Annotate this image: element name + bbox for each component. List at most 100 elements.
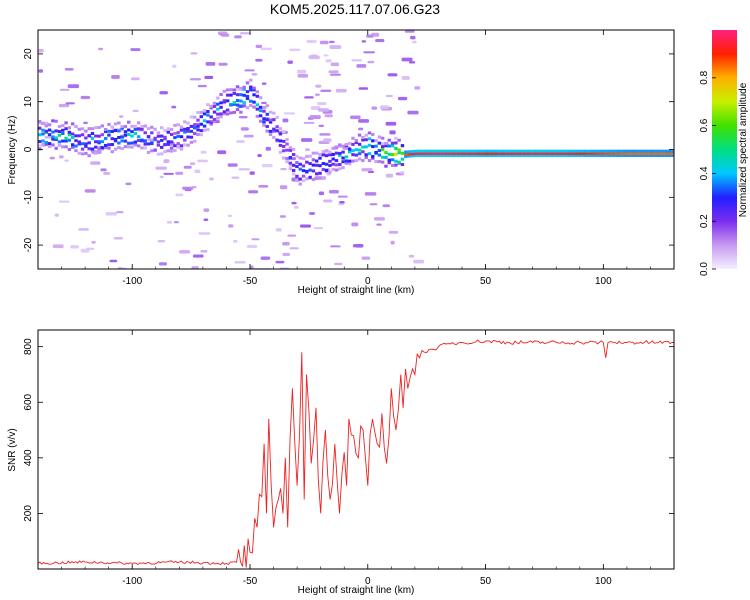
- spectrogram-ridge-cell: [275, 129, 279, 133]
- spectrogram-ridge-cell: [239, 99, 243, 103]
- spectrogram-ridge-cell: [357, 142, 362, 146]
- spectrogram-y-ticks: -20 -10 0 10 20: [23, 48, 674, 252]
- spectrogram-noise-cell: [325, 59, 332, 63]
- spectrogram-noise-cell: [105, 212, 117, 216]
- spectrogram-ridge-cell: [592, 153, 596, 157]
- spectrogram-ridge-cell: [318, 152, 322, 156]
- spectrogram-noise-cell: [379, 105, 389, 109]
- y-tick-label: -20: [23, 237, 34, 252]
- spectrogram-noise-cell: [173, 221, 179, 224]
- spectrogram-ridge-cell: [354, 141, 358, 145]
- spectrogram-ridge-cell: [140, 138, 144, 142]
- spectrogram-ridge-cell: [199, 133, 203, 137]
- spectrogram-ridge-cell: [390, 153, 395, 157]
- spectrogram-ridge-cell: [618, 151, 622, 155]
- spectrogram-noise-cell: [323, 199, 333, 203]
- spectrogram-ridge-cell: [173, 148, 177, 152]
- spectrogram-ridge-cell: [100, 146, 105, 150]
- spectrogram-ridge-cell: [176, 145, 180, 149]
- spectrogram-ridge-cell: [77, 151, 81, 155]
- spectrogram-noise-cell: [329, 40, 335, 44]
- spectrogram-ridge-cell: [146, 142, 151, 146]
- spectrogram-ridge-cell: [160, 134, 164, 138]
- spectrogram-noise-cell: [351, 59, 362, 62]
- spectrogram-ridge-cell: [634, 149, 639, 153]
- spectrogram-ridge-cell: [506, 149, 510, 153]
- spectrogram-noise-cell: [337, 195, 348, 198]
- spectrogram-ridge-cell: [295, 161, 299, 165]
- spectrogram-ridge-cell: [67, 133, 72, 137]
- spectrogram-noise-cell: [373, 217, 385, 221]
- spectrogram-ridge-cell: [611, 151, 616, 155]
- spectrogram-ridge-cell: [275, 115, 279, 119]
- spectrogram-ridge-cell: [87, 141, 91, 145]
- spectrogram-ridge-cell: [341, 156, 345, 160]
- spectrogram-ridge-cell: [120, 147, 124, 151]
- spectrogram-ridge-cell: [430, 151, 434, 155]
- spectrogram-ridge-cell: [618, 153, 622, 157]
- spectrogram-ridge-cell: [601, 151, 606, 155]
- spectrogram-noise-cell: [279, 215, 286, 218]
- spectrogram-noise-cell: [366, 34, 374, 38]
- spectrogram-ridge-cell: [179, 135, 184, 139]
- spectrogram-ridge-cell: [334, 146, 339, 150]
- spectrogram-ridge-cell: [664, 153, 668, 157]
- spectrogram-ridge-cell: [239, 93, 243, 97]
- spectrogram-ridge-cell: [103, 128, 108, 132]
- spectrogram-ridge-cell: [232, 88, 236, 92]
- y-tick-label: 400: [23, 449, 34, 466]
- spectrogram-ridge-cell: [575, 151, 579, 155]
- spectrogram-ridge-cell: [437, 149, 441, 153]
- spectrogram-ridge-cell: [664, 149, 668, 153]
- spectrogram-ridge-cell: [206, 110, 210, 114]
- spectrogram-ridge-cell: [334, 151, 339, 155]
- spectrogram-ridge-cell: [41, 142, 45, 146]
- spectrogram-ridge-cell: [278, 143, 283, 147]
- spectrogram-noise-cell: [318, 124, 324, 127]
- spectrogram-ridge-cell: [509, 151, 513, 155]
- spectrogram-ridge-cell: [232, 91, 236, 95]
- spectrogram-ridge-cell: [54, 119, 58, 123]
- spectrogram-ridge-cell: [545, 151, 550, 155]
- spectrogram-ridge-cell: [324, 154, 329, 158]
- spectrogram-ridge-cell: [463, 153, 467, 157]
- spectrogram-ridge-cell: [57, 143, 62, 147]
- spectrogram-ridge-cell: [321, 168, 326, 172]
- spectrogram-ridge-cell: [113, 147, 118, 151]
- spectrogram-ridge-cell: [446, 149, 451, 153]
- spectrogram-ridge-cell: [572, 149, 576, 153]
- y-tick-label: 600: [23, 393, 34, 410]
- spectrogram-ridge-cell: [262, 109, 266, 113]
- spectrogram-ridge-cell: [113, 122, 118, 126]
- spectrogram-ridge-cell: [77, 140, 81, 144]
- spectrogram-noise-cell: [301, 138, 313, 142]
- spectrogram-ridge-cell: [41, 132, 45, 136]
- spectrogram-ridge-cell: [265, 104, 269, 108]
- spectrogram-ridge-cell: [371, 145, 375, 149]
- spectrogram-noise-cell: [243, 134, 254, 138]
- spectrogram-ridge-cell: [437, 153, 441, 157]
- spectrogram-noise-cell: [329, 73, 341, 76]
- spectrogram-ridge-cell: [258, 109, 263, 113]
- spectrogram-noise-cell: [119, 115, 124, 118]
- spectrogram-noise-cell: [358, 87, 369, 90]
- spectrogram-ridge-cell: [156, 134, 161, 138]
- spectrogram-ridge-cell: [502, 151, 507, 155]
- spectrogram-ridge-cell: [97, 125, 101, 129]
- spectrogram-ridge-cell: [41, 128, 45, 132]
- spectrogram-ridge-cell: [146, 150, 151, 154]
- x-tick-label: 100: [595, 576, 612, 587]
- spectrogram-noise-cell: [190, 52, 198, 55]
- spectrogram-noise-cell: [390, 240, 395, 245]
- spectrogram-ridge-cell: [255, 94, 260, 98]
- spectrogram-ridge-cell: [641, 149, 645, 153]
- spectrogram-ridge-cell: [47, 133, 52, 137]
- spectrogram-ridge-cell: [334, 168, 339, 172]
- spectrogram-ridge-cell: [460, 153, 464, 157]
- spectrogram-ridge-cell: [51, 119, 55, 123]
- spectrogram-ridge-cell: [94, 134, 98, 138]
- spectrogram-ridge-cell: [318, 164, 322, 168]
- spectrogram-ridge-cell: [588, 149, 593, 153]
- spectrogram-ridge-cell: [249, 99, 253, 103]
- spectrogram-noise-cell: [257, 154, 262, 157]
